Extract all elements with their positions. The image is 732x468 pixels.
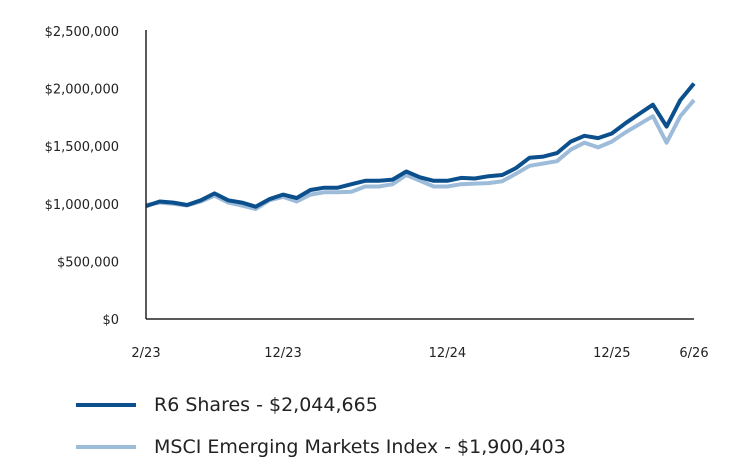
y-tick-label: $1,500,000 bbox=[45, 140, 119, 155]
y-tick-label: $0 bbox=[102, 313, 119, 328]
legend-swatch-r6-shares bbox=[76, 403, 136, 407]
legend-item-msci-index: MSCI Emerging Markets Index - $1,900,403 bbox=[76, 426, 566, 468]
y-tick-label: $500,000 bbox=[57, 255, 119, 270]
x-tick-label: 12/25 bbox=[593, 346, 630, 361]
y-tick-label: $2,000,000 bbox=[45, 83, 119, 98]
x-tick-label: 12/23 bbox=[264, 346, 301, 361]
legend-label-msci-index: MSCI Emerging Markets Index - $1,900,403 bbox=[154, 436, 566, 458]
series-line-msci-index bbox=[145, 98, 696, 211]
y-tick-label: $1,000,000 bbox=[45, 198, 119, 213]
x-axis-labels: 2/23 12/23 12/24 12/25 6/26 bbox=[131, 346, 708, 361]
line-chart: $0 $500,000 $1,000,000 $1,500,000 $2,000,000… bbox=[45, 25, 709, 361]
legend-swatch-msci-index bbox=[76, 445, 136, 449]
x-tick-label: 2/23 bbox=[131, 346, 160, 361]
legend: R6 Shares - $2,044,665 MSCI Emerging Mar… bbox=[76, 384, 566, 468]
y-tick-label: $2,500,000 bbox=[45, 25, 119, 40]
x-tick-label: 12/24 bbox=[429, 346, 466, 361]
legend-item-r6-shares: R6 Shares - $2,044,665 bbox=[76, 384, 566, 426]
series-lines bbox=[145, 82, 696, 211]
legend-label-r6-shares: R6 Shares - $2,044,665 bbox=[154, 394, 378, 416]
y-axis-labels: $0 $500,000 $1,000,000 $1,500,000 $2,000,000… bbox=[45, 25, 119, 328]
series-line-r6-shares bbox=[145, 82, 696, 209]
x-tick-label: 6/26 bbox=[679, 346, 708, 361]
